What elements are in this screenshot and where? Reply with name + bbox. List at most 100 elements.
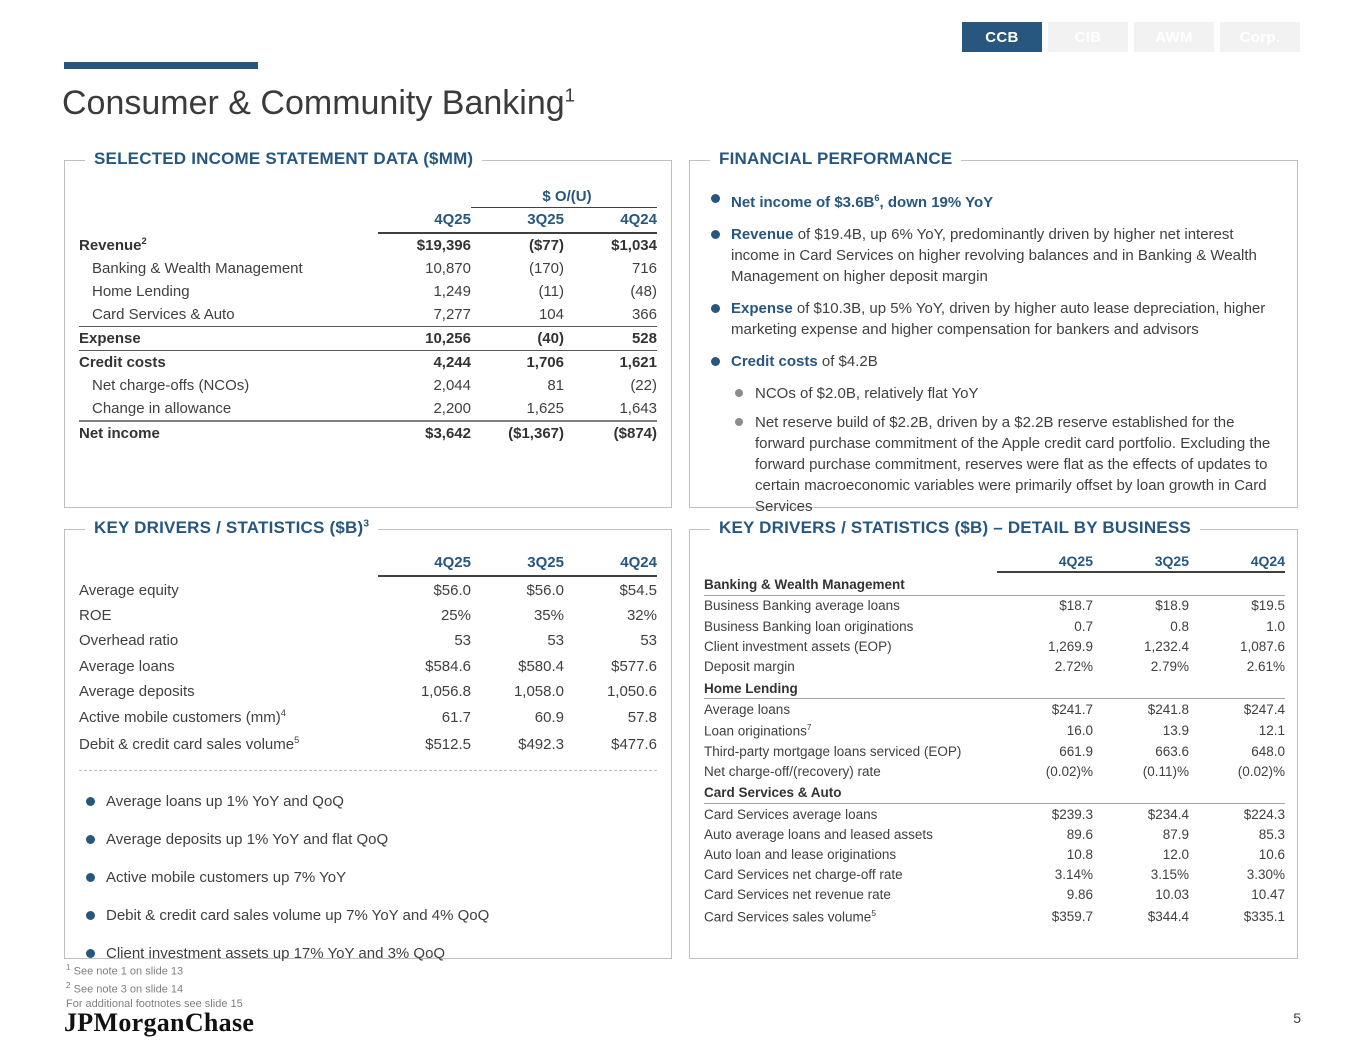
table-row: Auto loan and lease originations 10.8 12.0… <box>704 844 1285 864</box>
footnote-line: 1 See note 1 on slide 13 <box>66 963 184 978</box>
footnote-ref: 7 <box>806 721 812 732</box>
bullet-segment: Credit costs <box>731 353 818 370</box>
cell-value: 528 <box>564 326 657 351</box>
cell-value: 661.9 <box>1059 743 1093 759</box>
table-row: Loan originations7 16.0 13.9 12.1 <box>704 719 1285 741</box>
section-header: Banking & Wealth Management <box>704 572 1285 596</box>
column-header: 4Q25 <box>378 207 471 234</box>
table-row: Deposit margin 2.72% 2.79% 2.61% <box>704 656 1285 676</box>
title-accent-bar <box>64 62 258 69</box>
key-drivers-panel-title-text: KEY DRIVERS / STATISTICS ($B) <box>94 518 364 537</box>
cell-value: 2,044 <box>433 377 471 394</box>
spacer-cell <box>79 208 378 234</box>
cell-value: 3.15% <box>1150 867 1189 883</box>
footnote-ref: 6 <box>874 193 880 203</box>
cell-value: 1.0 <box>1266 618 1285 634</box>
detail-by-business-table-wrap: 4Q25 3Q25 4Q24 Banking & Wealth Management B… <box>690 530 1297 927</box>
section-header: Home Lending <box>704 676 1285 700</box>
bullet-icon <box>711 194 720 203</box>
column-header: 4Q24 <box>1189 550 1285 574</box>
cell-value: 13.9 <box>1162 723 1189 739</box>
row-label: Business Banking loan originations <box>704 618 914 634</box>
footnote-marker: 2 <box>66 981 71 991</box>
bullet-icon <box>86 949 95 958</box>
cell-value: $580.4 <box>518 657 564 675</box>
key-drivers-table: 4Q25 3Q25 4Q24 Average equity $56.0 $56.0 $54.… <box>79 550 657 757</box>
cell-value: $18.9 <box>1155 598 1189 614</box>
row-label: Third-party mortgage loans serviced (EOP… <box>704 743 962 759</box>
cell-value: 1,058.0 <box>513 683 564 701</box>
cell-value: 53 <box>640 632 657 650</box>
dashed-divider <box>79 770 657 771</box>
cell-value: 87.9 <box>1162 826 1189 842</box>
bullet-item: Average deposits up 1% YoY and flat QoQ <box>84 829 659 850</box>
bullet-text: Average loans up 1% YoY and QoQ <box>106 793 344 810</box>
footnote-ref: 4 <box>280 708 286 719</box>
cell-value: 0.8 <box>1170 618 1189 634</box>
cell-value: 3.14% <box>1054 867 1093 883</box>
table-row: Net income $3,642 ($1,367) ($874) <box>79 420 657 445</box>
bullet-icon <box>711 357 720 366</box>
cell-value: $56.0 <box>526 581 564 599</box>
bullet-item: Debit & credit card sales volume up 7% Y… <box>84 905 659 926</box>
key-drivers-panel-title: KEY DRIVERS / STATISTICS ($B)3 <box>85 518 379 538</box>
cell-value: $1,034 <box>611 237 657 254</box>
bullet-item: Average loans up 1% YoY and QoQ <box>84 791 659 812</box>
cell-value: $335.1 <box>1243 909 1285 924</box>
bullet-icon <box>711 230 720 239</box>
row-label: Overhead ratio <box>79 632 179 650</box>
cell-value: 663.6 <box>1155 743 1189 759</box>
cell-value: 53 <box>547 632 564 650</box>
cell-value: 716 <box>631 260 657 277</box>
table-row: Client investment assets (EOP) 1,269.9 1,2… <box>704 636 1285 656</box>
cell-value: 648.0 <box>1251 743 1285 759</box>
bullet-item: Net income of $3.6B6, down 19% YoY <box>709 188 1285 213</box>
table-row: Average deposits 1,056.8 1,058.0 1,050.6 <box>79 679 657 704</box>
row-label: Auto loan and lease originations <box>704 846 897 862</box>
bullet-segment: of $19.4B, up 6% YoY, predominantly driv… <box>731 226 1257 285</box>
row-label: Client investment assets (EOP) <box>704 638 892 654</box>
tab-corp[interactable]: Corp. <box>1220 22 1300 52</box>
segment-tabs: CCB CIB AWM Corp. <box>962 22 1300 52</box>
spacer-cell <box>378 185 471 208</box>
cell-value: (40) <box>471 326 564 351</box>
row-label: Active mobile customers (mm)4 <box>79 708 286 727</box>
bullet-icon <box>86 797 95 806</box>
tab-cib[interactable]: CIB <box>1048 22 1128 52</box>
column-header: 3Q25 <box>471 550 564 578</box>
section-header-row: Home Lending <box>704 676 1285 700</box>
bullet-icon <box>86 873 95 882</box>
cell-value: $344.4 <box>1147 909 1189 924</box>
tab-awm[interactable]: AWM <box>1134 22 1214 52</box>
cell-value: 89.6 <box>1066 826 1093 842</box>
section-header: Card Services & Auto <box>704 781 1285 804</box>
cell-value: (170) <box>528 260 564 277</box>
income-statement-table: $ O/(U) 4Q25 3Q25 4Q24 Revenue2 $19,396 ($77) $… <box>79 185 657 445</box>
row-label: Home Lending <box>92 283 190 300</box>
cell-value: (0.02)% <box>1045 763 1093 779</box>
cell-value: ($77) <box>528 237 564 254</box>
cell-value: $241.7 <box>1051 701 1093 717</box>
cell-value: 1,050.6 <box>606 683 657 701</box>
cell-value: $54.5 <box>619 581 657 599</box>
cell-value: 12.0 <box>1162 846 1189 862</box>
cell-value: $512.5 <box>425 735 471 753</box>
table-row: Business Banking loan originations 0.7 0.8… <box>704 616 1285 636</box>
bullet-text: Net income of $3.6B6, down 19% YoY <box>731 193 993 211</box>
row-label: Average loans <box>79 657 175 675</box>
table-row: Card Services & Auto 7,277 104 366 <box>79 303 657 327</box>
cell-value: (0.02)% <box>1237 763 1285 779</box>
table-row: Card Services net charge-off rate 3.14% 3.… <box>704 865 1285 885</box>
row-label: Change in allowance <box>92 400 232 417</box>
tab-ccb[interactable]: CCB <box>962 22 1042 52</box>
bullet-text: Credit costs of $4.2B <box>731 353 878 370</box>
financial-performance-panel: FINANCIAL PERFORMANCE Net income of $3.6… <box>689 149 1298 515</box>
cell-value: $492.3 <box>518 735 564 753</box>
key-drivers-table-wrap: 4Q25 3Q25 4Q24 Average equity $56.0 $56.0 $54.… <box>65 530 671 757</box>
column-header: 4Q25 <box>997 550 1093 574</box>
cell-value: 4,244 <box>378 350 471 374</box>
cell-value: 7,277 <box>433 306 471 323</box>
cell-value: 10.03 <box>1155 887 1189 903</box>
cell-value: 32% <box>626 606 657 624</box>
footnote-ref: 2 <box>141 236 147 246</box>
